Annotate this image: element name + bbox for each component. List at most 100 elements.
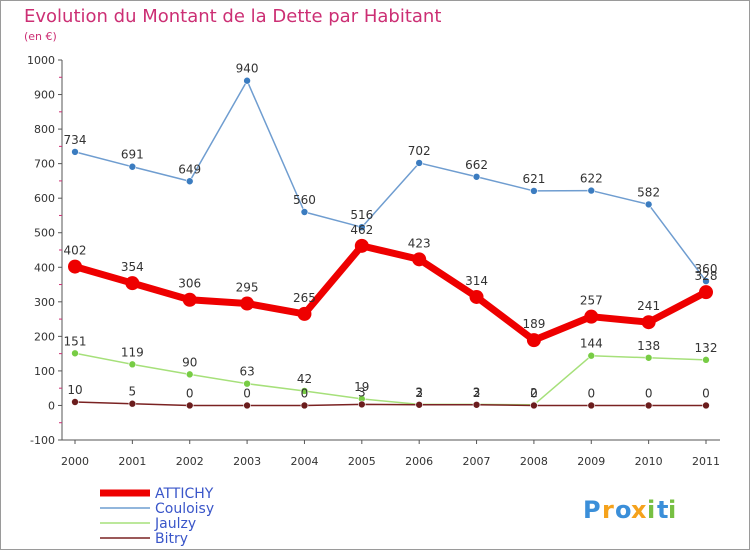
data-label: 241 — [637, 299, 660, 313]
series-line — [74, 242, 708, 344]
data-label: 423 — [408, 236, 431, 250]
data-label: 691 — [121, 148, 144, 162]
data-label: 649 — [178, 162, 201, 176]
data-label: 354 — [121, 260, 144, 274]
data-point — [699, 285, 713, 300]
data-label: 63 — [239, 365, 254, 379]
series-line — [74, 352, 707, 406]
y-tick-label: 700 — [34, 158, 55, 171]
x-tick-label: 2004 — [290, 455, 318, 468]
data-label: 734 — [64, 133, 87, 147]
data-label: 151 — [64, 334, 87, 348]
x-tick-label: 2003 — [233, 455, 261, 468]
data-point — [354, 238, 369, 253]
legend-label: Jaulzy — [154, 516, 196, 532]
legend-label: ATTICHY — [155, 486, 214, 502]
brand-logo-letter: x — [631, 496, 647, 524]
data-point — [415, 400, 423, 409]
data-label: 702 — [408, 144, 431, 158]
data-point — [71, 349, 79, 358]
data-point — [185, 177, 194, 186]
data-point — [641, 315, 656, 330]
data-label: 0 — [702, 386, 710, 400]
y-tick-label: 1000 — [27, 54, 55, 67]
data-label: 0 — [530, 386, 538, 400]
data-label: 516 — [350, 208, 373, 222]
x-tick-label: 2001 — [118, 455, 146, 468]
y-tick-label: 400 — [34, 261, 55, 274]
x-tick-label: 2006 — [405, 455, 433, 468]
data-label: 3 — [473, 385, 481, 399]
data-label: 257 — [580, 294, 603, 308]
data-point — [71, 148, 79, 156]
brand-logo-letter: i — [647, 496, 655, 524]
data-label: 360 — [695, 262, 718, 276]
series-attichy: 402 354 306 295 265 462 423 314 189 257 241 328 — [64, 223, 718, 348]
series-couloisy: 734 691 649 940 560 516 702 662 621 622 582 360 — [64, 62, 718, 285]
y-tick-label: 900 — [34, 89, 55, 102]
data-point — [185, 370, 194, 379]
legend-label: Couloisy — [155, 501, 214, 517]
data-point — [300, 208, 309, 216]
data-point — [702, 356, 710, 364]
data-label: 5 — [129, 385, 137, 399]
data-label: 314 — [465, 274, 488, 288]
data-point — [469, 289, 484, 304]
data-label: 119 — [121, 345, 144, 359]
data-label: 560 — [293, 193, 316, 207]
data-point — [702, 277, 710, 285]
data-label: 19 — [354, 380, 369, 394]
y-tick-label: 100 — [34, 365, 55, 378]
data-label: 189 — [522, 317, 545, 331]
chart-title: Evolution du Montant de la Dette par Hab… — [24, 6, 441, 27]
data-point — [472, 400, 481, 409]
chart-subtitle: (en €) — [24, 30, 57, 43]
data-label: 10 — [67, 383, 82, 397]
y-tick-label: 0 — [48, 399, 55, 412]
x-tick-label: 2002 — [176, 455, 204, 468]
data-label: 0 — [243, 386, 251, 400]
data-label: 42 — [297, 372, 312, 386]
data-point — [128, 399, 137, 408]
data-point — [587, 351, 596, 360]
x-tick-label: 2008 — [520, 455, 548, 468]
data-point — [300, 387, 309, 395]
data-point — [243, 401, 251, 410]
data-point — [644, 353, 653, 362]
series-line — [74, 79, 707, 282]
y-tick-label: -100 — [30, 434, 55, 447]
data-label: 462 — [350, 223, 373, 237]
data-label: 0 — [301, 386, 309, 400]
data-label: 328 — [695, 269, 718, 283]
brand-logo-letter: P — [583, 496, 601, 524]
data-label: 3 — [415, 385, 423, 399]
data-point — [587, 186, 596, 195]
data-point — [472, 172, 481, 181]
data-point — [68, 259, 82, 274]
x-tick-label: 2010 — [635, 455, 663, 468]
x-tick-label: 2011 — [692, 455, 720, 468]
data-point — [185, 401, 194, 410]
data-point — [530, 187, 538, 195]
data-point — [300, 401, 309, 410]
data-label: 621 — [522, 172, 545, 186]
y-tick-label: 600 — [34, 192, 55, 205]
data-point — [182, 292, 197, 307]
data-point — [71, 398, 79, 406]
data-point — [412, 252, 427, 267]
y-tick-label: 800 — [34, 123, 55, 136]
x-tick-label: 2009 — [577, 455, 605, 468]
data-point — [125, 276, 140, 291]
data-point — [358, 400, 366, 409]
x-tick-label: 2007 — [463, 455, 491, 468]
data-label: 0 — [587, 386, 595, 400]
data-point — [526, 333, 541, 348]
data-label: 2 — [415, 386, 423, 400]
data-point — [415, 159, 423, 167]
series-line — [74, 401, 706, 407]
data-point — [587, 401, 596, 410]
data-point — [243, 379, 251, 388]
data-label: 138 — [637, 339, 660, 353]
data-label: 940 — [236, 62, 259, 76]
